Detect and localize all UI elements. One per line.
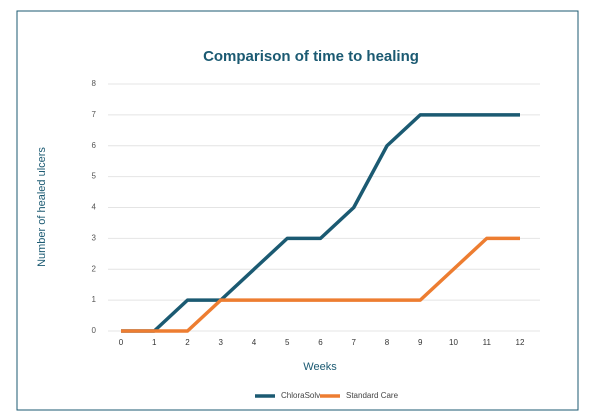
series-line (121, 236, 520, 333)
x-tick-label: 5 (285, 338, 290, 347)
x-axis-label: Weeks (303, 361, 337, 373)
y-tick-label: 0 (92, 326, 97, 335)
x-tick-label: 11 (483, 338, 492, 347)
x-tick-label: 1 (152, 338, 157, 347)
x-tick-label: 3 (219, 338, 224, 347)
x-tick-label: 12 (516, 338, 525, 347)
y-tick-label: 4 (92, 203, 97, 212)
y-tick-label: 6 (92, 141, 97, 150)
x-tick-label: 6 (318, 338, 323, 347)
y-axis-label: Number of healed ulcers (36, 147, 48, 267)
series-line (121, 113, 520, 333)
chart-title: Comparison of time to healing (203, 48, 419, 65)
legend-label: ChloraSolv (281, 391, 320, 400)
x-tick-label: 10 (449, 338, 458, 347)
y-tick-label: 2 (92, 264, 97, 273)
y-tick-label: 8 (92, 79, 97, 88)
x-tick-label: 4 (252, 338, 257, 347)
y-tick-label: 7 (92, 110, 97, 119)
legend-label: Standard Care (346, 391, 399, 400)
x-tick-label: 2 (185, 338, 190, 347)
y-tick-label: 3 (92, 233, 97, 242)
x-tick-label: 9 (418, 338, 423, 347)
y-tick-label: 1 (92, 295, 97, 304)
chart-frame (16, 10, 579, 411)
x-tick-label: 0 (119, 338, 124, 347)
x-tick-label: 7 (352, 338, 357, 347)
y-tick-label: 5 (92, 172, 97, 181)
x-tick-label: 8 (385, 338, 390, 347)
